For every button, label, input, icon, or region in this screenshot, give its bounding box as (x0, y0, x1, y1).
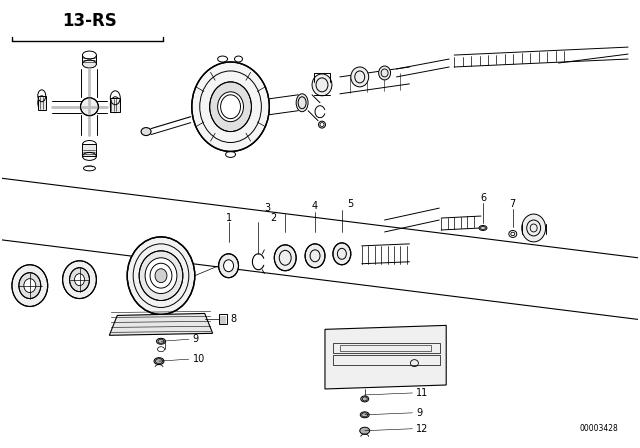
Bar (333, 355, 440, 365)
Text: 7: 7 (509, 199, 516, 209)
Bar (340, 345, 431, 351)
Text: 9: 9 (193, 334, 199, 344)
Ellipse shape (360, 427, 370, 434)
Ellipse shape (275, 245, 296, 271)
Ellipse shape (223, 260, 234, 271)
Text: 3: 3 (264, 203, 270, 213)
Ellipse shape (83, 60, 97, 68)
Ellipse shape (379, 66, 390, 80)
Ellipse shape (210, 82, 252, 132)
Bar (219, 314, 227, 324)
Ellipse shape (479, 225, 487, 230)
Ellipse shape (139, 251, 183, 301)
Ellipse shape (320, 123, 324, 127)
Text: 6: 6 (480, 193, 486, 203)
Ellipse shape (192, 62, 269, 151)
Ellipse shape (127, 237, 195, 314)
Ellipse shape (305, 244, 325, 268)
Ellipse shape (157, 338, 166, 344)
Bar (83, 145, 97, 156)
Text: 13-RS: 13-RS (62, 12, 117, 30)
Ellipse shape (24, 279, 36, 293)
Ellipse shape (12, 265, 48, 306)
Ellipse shape (155, 269, 167, 283)
Ellipse shape (74, 274, 84, 286)
Ellipse shape (19, 273, 41, 298)
Ellipse shape (81, 98, 99, 116)
Text: 2: 2 (270, 213, 276, 223)
Ellipse shape (63, 261, 97, 298)
Ellipse shape (70, 268, 90, 292)
Ellipse shape (312, 74, 332, 96)
Ellipse shape (319, 121, 326, 128)
Ellipse shape (360, 412, 369, 418)
Text: 00003428: 00003428 (579, 424, 618, 433)
Text: 4: 4 (312, 201, 318, 211)
Polygon shape (325, 325, 446, 389)
Text: 8: 8 (230, 314, 237, 324)
Ellipse shape (145, 258, 177, 293)
Bar (333, 343, 440, 353)
Ellipse shape (218, 92, 243, 122)
Text: 10: 10 (193, 354, 205, 364)
Ellipse shape (141, 128, 151, 136)
Ellipse shape (361, 396, 369, 402)
Text: 9: 9 (417, 408, 422, 418)
Text: 12: 12 (417, 424, 429, 434)
Text: 1: 1 (225, 213, 232, 223)
Text: 5: 5 (347, 199, 353, 209)
Ellipse shape (333, 243, 351, 265)
Bar (38, 96, 45, 110)
Text: 11: 11 (417, 388, 429, 398)
Ellipse shape (154, 358, 164, 365)
Ellipse shape (351, 67, 369, 87)
Polygon shape (109, 314, 212, 335)
Ellipse shape (219, 254, 239, 278)
Ellipse shape (296, 94, 308, 112)
Bar (110, 98, 120, 112)
Ellipse shape (522, 214, 545, 242)
